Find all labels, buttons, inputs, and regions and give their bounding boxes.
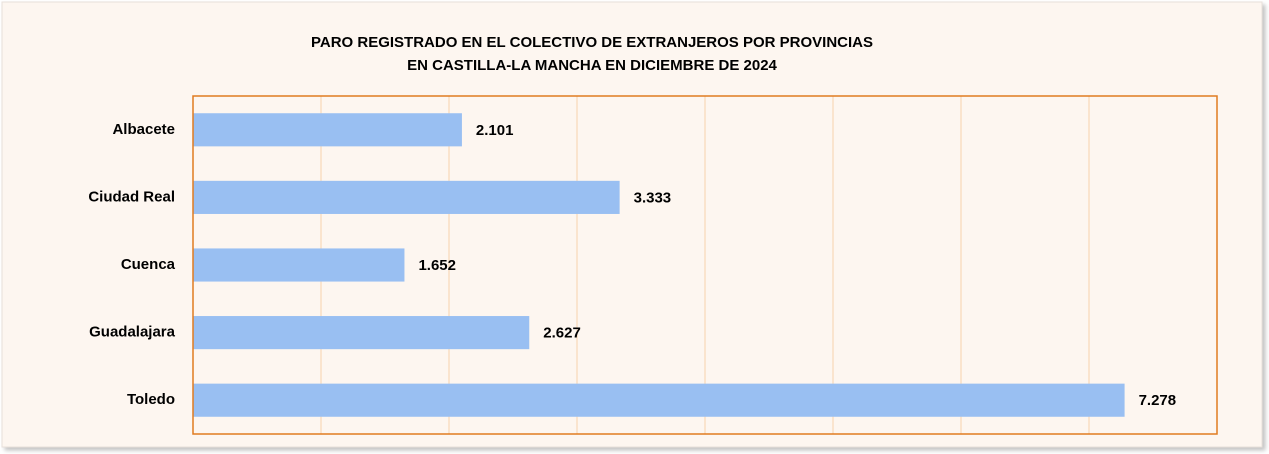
data-label: 2.101 bbox=[476, 122, 514, 139]
data-label: 7.278 bbox=[1139, 392, 1177, 409]
bar bbox=[193, 383, 1125, 417]
bar bbox=[193, 248, 405, 282]
data-label: 2.627 bbox=[543, 325, 581, 342]
bar bbox=[193, 316, 530, 350]
chart-title: EN CASTILLA-LA MANCHA EN DICIEMBRE DE 20… bbox=[407, 57, 777, 74]
y-tick-label: Albacete bbox=[112, 121, 175, 138]
data-label: 1.652 bbox=[418, 257, 456, 274]
bar bbox=[193, 113, 462, 147]
y-tick-label: Ciudad Real bbox=[88, 188, 175, 205]
plot-border bbox=[192, 95, 1218, 435]
y-tick-label: Cuenca bbox=[121, 256, 176, 273]
y-tick-label: Toledo bbox=[127, 391, 175, 408]
chart-title: PARO REGISTRADO EN EL COLECTIVO DE EXTRA… bbox=[311, 34, 873, 51]
y-tick-label: Guadalajara bbox=[89, 324, 176, 341]
bar bbox=[193, 180, 620, 214]
data-label: 3.333 bbox=[634, 189, 672, 206]
